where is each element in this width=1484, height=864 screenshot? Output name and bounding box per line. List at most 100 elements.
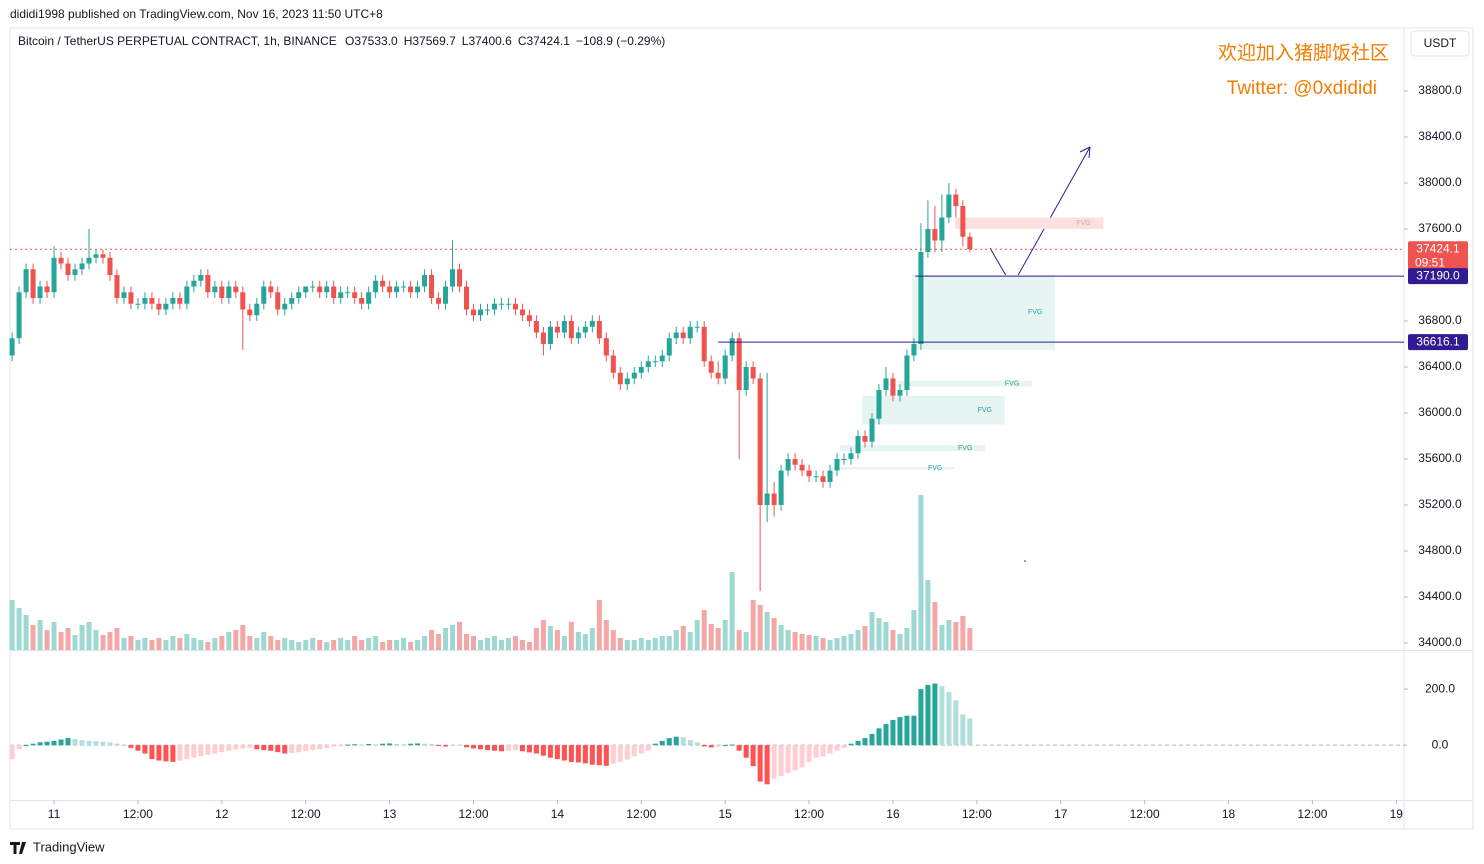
candle-body bbox=[450, 269, 456, 287]
macd-bar bbox=[436, 745, 442, 747]
currency[interactable]: USDT bbox=[1424, 36, 1457, 50]
candle-body bbox=[212, 286, 218, 293]
volume-bar bbox=[561, 636, 567, 650]
macd-tick-label: 0.0 bbox=[1432, 737, 1449, 751]
volume-bar bbox=[338, 638, 344, 650]
candle-body bbox=[23, 269, 29, 293]
candle-body bbox=[128, 292, 134, 304]
candle-body bbox=[114, 275, 120, 299]
volume-bar bbox=[254, 638, 260, 650]
currency-button[interactable] bbox=[1410, 30, 1470, 57]
candle-body bbox=[953, 194, 959, 207]
candle-body bbox=[932, 229, 938, 241]
volume-bar bbox=[121, 638, 127, 650]
macd-bar bbox=[603, 745, 609, 766]
macd-bar bbox=[177, 745, 183, 761]
candle-body bbox=[226, 286, 232, 299]
macd-bar bbox=[834, 745, 840, 751]
candle-body bbox=[282, 303, 288, 310]
volume-bar bbox=[841, 636, 847, 650]
macd-bar bbox=[387, 743, 393, 746]
macd-bar bbox=[582, 745, 588, 764]
y-tick-label: 35600.0 bbox=[1418, 451, 1462, 465]
macd-bar bbox=[30, 743, 36, 746]
macd-bar bbox=[771, 745, 777, 779]
macd-bar bbox=[72, 738, 78, 746]
volume-bar bbox=[617, 638, 623, 650]
volume-bar bbox=[30, 625, 36, 650]
candle-body bbox=[443, 286, 449, 304]
candle-body bbox=[303, 286, 309, 293]
macd-bar bbox=[198, 745, 204, 757]
candle-body bbox=[422, 275, 428, 287]
volume-bar bbox=[135, 640, 141, 650]
fvg-label: FVG bbox=[928, 465, 942, 472]
macd-bar bbox=[841, 745, 847, 748]
candle-body bbox=[610, 355, 616, 373]
macd-bar bbox=[589, 745, 595, 765]
volume-bar bbox=[750, 600, 756, 650]
volume-bar bbox=[394, 640, 400, 650]
macd-bar bbox=[666, 738, 672, 746]
macd-bar bbox=[352, 744, 358, 746]
candle-body bbox=[184, 286, 190, 304]
volume-bar bbox=[156, 638, 162, 650]
volume-bar bbox=[16, 608, 22, 650]
candle-body bbox=[247, 309, 253, 316]
candle-body bbox=[30, 269, 36, 299]
watermark: Twitter: @0xdididi bbox=[1227, 78, 1377, 99]
price-tag-label: 37190.0 bbox=[1416, 268, 1460, 282]
volume-bar bbox=[72, 635, 78, 650]
candle-body bbox=[666, 338, 672, 356]
volume-bar bbox=[792, 632, 798, 650]
macd-bar bbox=[394, 743, 400, 746]
macd-bar bbox=[100, 741, 106, 746]
candle-body bbox=[177, 298, 183, 304]
macd-bar bbox=[491, 745, 497, 751]
macd-bar bbox=[596, 745, 602, 766]
macd-bar bbox=[659, 740, 665, 746]
volume-bar bbox=[303, 640, 309, 650]
macd-bar bbox=[338, 745, 344, 747]
macd-bar bbox=[37, 742, 43, 746]
volume-bar bbox=[834, 638, 840, 650]
macd-bar bbox=[645, 745, 651, 751]
macd-bar bbox=[883, 724, 889, 746]
candle-body bbox=[617, 372, 623, 385]
volume-bar bbox=[757, 605, 763, 650]
macd-bar bbox=[484, 745, 491, 751]
fvg-zone bbox=[862, 395, 1005, 425]
macd-bar bbox=[638, 745, 644, 754]
candle-body bbox=[554, 326, 560, 333]
candle-body bbox=[645, 361, 651, 368]
y-tick-label: 38400.0 bbox=[1418, 129, 1462, 143]
candle-body bbox=[477, 309, 484, 316]
macd-bar bbox=[897, 717, 903, 746]
macd-bar bbox=[806, 745, 812, 762]
x-tick-label: 16 bbox=[886, 807, 900, 821]
volume-bar bbox=[897, 634, 903, 650]
macd-bar bbox=[757, 745, 763, 782]
x-tick-label: 12:00 bbox=[291, 807, 321, 821]
volume-bar bbox=[44, 630, 50, 650]
y-tick-label: 34800.0 bbox=[1418, 543, 1462, 557]
macd-bar bbox=[673, 736, 679, 746]
candle-body bbox=[897, 389, 903, 396]
candle-body bbox=[436, 298, 442, 304]
volume-bar bbox=[324, 642, 330, 650]
candle-body bbox=[191, 280, 197, 287]
macd-bar bbox=[170, 745, 176, 762]
volume-bar bbox=[596, 600, 602, 650]
macd-bar bbox=[568, 745, 574, 762]
macd-bar bbox=[743, 745, 749, 758]
candle-body bbox=[540, 332, 546, 345]
x-tick-label: 14 bbox=[551, 807, 565, 821]
candle-body bbox=[484, 309, 491, 311]
volume-bar bbox=[58, 632, 64, 650]
volume-bar bbox=[519, 640, 525, 650]
candle-body bbox=[16, 292, 22, 339]
macd-bar bbox=[16, 745, 22, 750]
candle-body bbox=[86, 257, 92, 264]
candle-body bbox=[198, 275, 204, 281]
